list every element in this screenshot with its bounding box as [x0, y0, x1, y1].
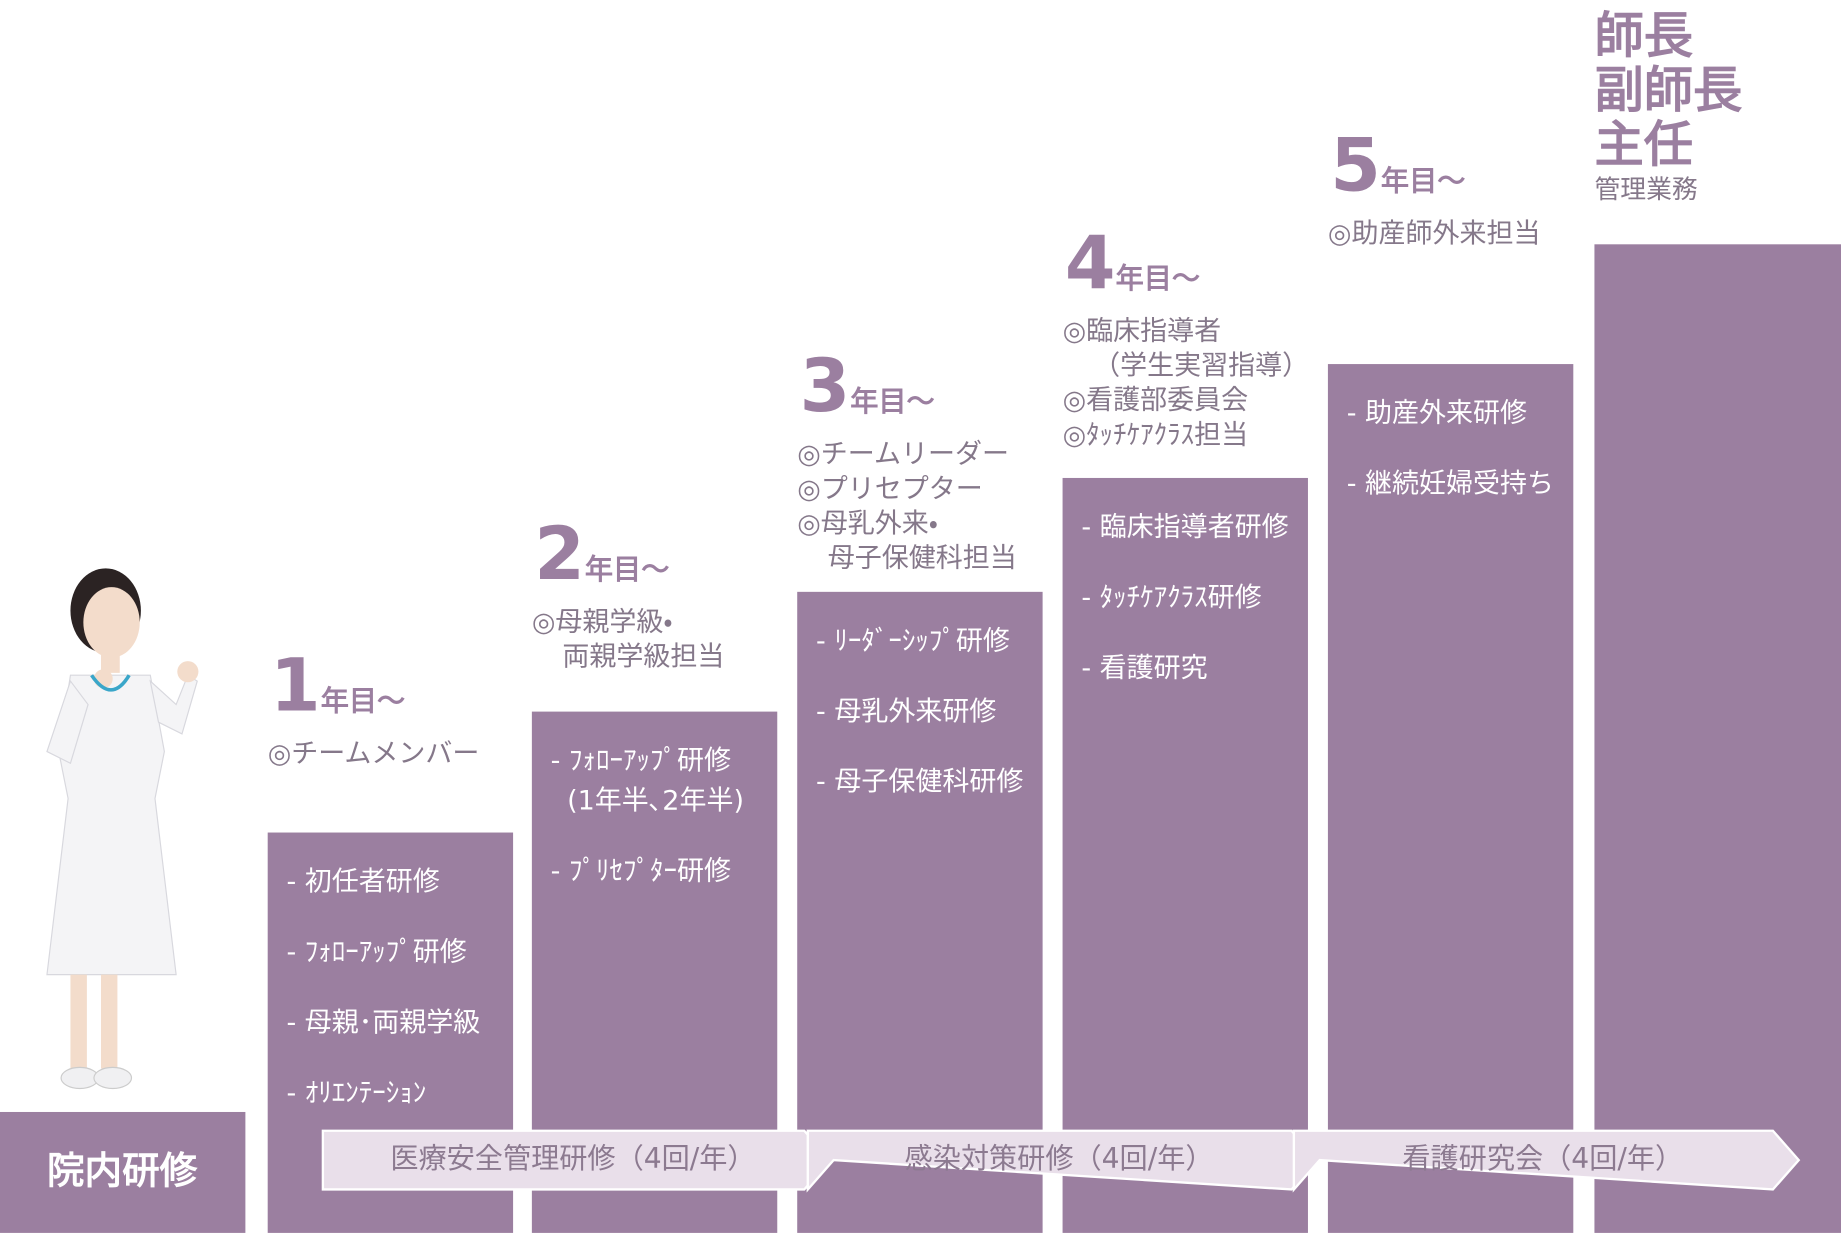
- training: - 母乳外来研修: [816, 696, 996, 727]
- role: （学生実習指導）: [1093, 351, 1309, 382]
- year-label: 3年目～: [800, 344, 935, 429]
- role: ◎助産師外来担当: [1328, 218, 1541, 249]
- year-number: 4: [1065, 221, 1116, 306]
- training: - 母親･両親学級: [286, 1007, 480, 1038]
- role: ◎ﾀｯﾁｹｱｸﾗｽ担当: [1063, 420, 1249, 451]
- role: ◎看護部委員会: [1063, 385, 1249, 416]
- top-title: 副師長: [1594, 61, 1743, 119]
- year-number: 2: [534, 512, 585, 597]
- year-number: 1: [270, 643, 321, 728]
- year-number: 3: [800, 344, 851, 429]
- band-arrow: [806, 1129, 1319, 1193]
- training: - 継続妊婦受持ち: [1347, 469, 1554, 500]
- training: - 看護研究: [1081, 653, 1207, 684]
- training: - 臨床指導者研修: [1081, 512, 1288, 543]
- top-duty: 管理業務: [1594, 175, 1697, 205]
- top-title: 師長: [1594, 6, 1693, 64]
- year-suffix: 年目～: [1381, 164, 1465, 197]
- left-label: 院内研修: [47, 1149, 199, 1193]
- left-label-box: [0, 1111, 246, 1233]
- band-label: 感染対策研修（4回/年）: [905, 1142, 1214, 1175]
- year-label: 1年目～: [270, 643, 405, 728]
- top-title: 主任: [1594, 116, 1693, 174]
- year-label: 5年目～: [1330, 123, 1465, 208]
- role: ◎母親学級・: [532, 607, 673, 638]
- training: - 初任者研修: [286, 867, 439, 898]
- band-arrow: [1292, 1129, 1801, 1193]
- role: 母子保健科担当: [828, 543, 1017, 574]
- year-suffix: 年目～: [321, 684, 405, 717]
- year-label: 4年目～: [1065, 221, 1200, 306]
- step-bar: [1327, 364, 1574, 1233]
- training: - 母子保健科研修: [816, 767, 1023, 798]
- band-label: 医療安全管理研修（4回/年）: [390, 1142, 755, 1175]
- role: ◎チームメンバー: [268, 739, 480, 770]
- step-bar: [1062, 477, 1308, 1233]
- training: - ﾌﾟﾘｾﾌﾟﾀｰ研修: [551, 856, 731, 887]
- year-suffix: 年目～: [1116, 262, 1200, 295]
- year-number: 5: [1330, 123, 1381, 208]
- training: - ﾘｰﾀﾞｰｼｯﾌﾟ研修: [816, 626, 1010, 657]
- training: - ﾀｯﾁｹｱｸﾗｽ研修: [1081, 582, 1261, 613]
- training: - ｵﾘｴﾝﾃｰｼｮﾝ: [286, 1078, 426, 1109]
- role: ◎チームリーダー: [797, 439, 1009, 470]
- step-bar: [1594, 244, 1841, 1233]
- year-label: 2年目～: [534, 512, 669, 597]
- training: (1年半､2年半): [567, 786, 744, 817]
- role: ◎プリセプター: [797, 474, 983, 505]
- training: - ﾌｫﾛｰｱｯﾌﾟ研修: [551, 746, 731, 777]
- training: - 助産外来研修: [1347, 398, 1527, 429]
- nurse-illustration: [46, 568, 199, 1090]
- year-suffix: 年目～: [585, 553, 669, 586]
- role: 両親学級担当: [562, 642, 724, 673]
- band-label: 看護研究会（4回/年）: [1402, 1142, 1683, 1175]
- year-suffix: 年目～: [850, 385, 934, 418]
- role: ◎臨床指導者: [1063, 316, 1222, 347]
- training: - ﾌｫﾛｰｱｯﾌﾟ研修: [286, 937, 466, 968]
- role: ◎母乳外来・: [797, 508, 938, 539]
- step-bar: [797, 591, 1043, 1233]
